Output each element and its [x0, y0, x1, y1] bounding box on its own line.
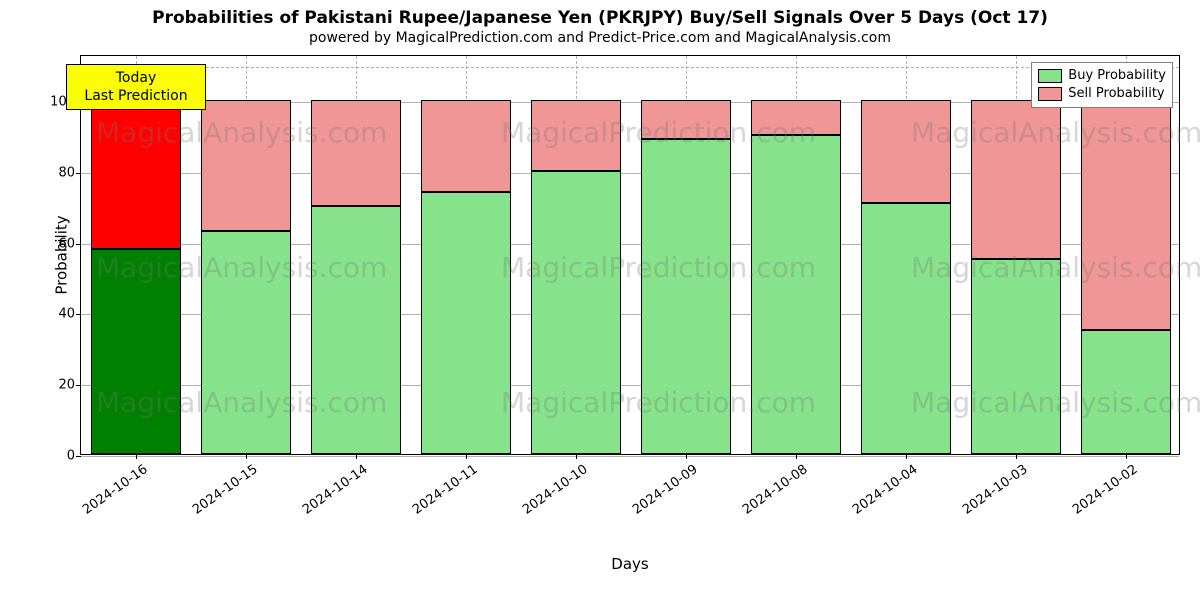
ytick-mark	[76, 385, 81, 386]
bar-buy	[1081, 330, 1171, 454]
legend-label: Sell Probability	[1068, 85, 1164, 103]
bar-sell	[641, 100, 731, 139]
bar-group	[971, 100, 1061, 454]
xtick-label: 2024-10-16	[80, 462, 151, 518]
legend-item: Buy Probability	[1038, 67, 1166, 85]
ytick-mark	[76, 173, 81, 174]
bar-group	[641, 100, 731, 454]
legend: Buy ProbabilitySell Probability	[1031, 62, 1173, 108]
xtick-mark	[1016, 454, 1017, 459]
xtick-mark	[906, 454, 907, 459]
plot-area: 0204060801002024-10-162024-10-152024-10-…	[80, 55, 1180, 455]
bar-group	[751, 100, 841, 454]
xtick-label: 2024-10-04	[850, 462, 921, 518]
xtick-label: 2024-10-08	[740, 462, 811, 518]
bar-group	[201, 100, 291, 454]
xtick-label: 2024-10-10	[520, 462, 591, 518]
ytick-label: 80	[58, 165, 75, 180]
bar-buy	[751, 135, 841, 454]
bar-buy	[421, 192, 511, 454]
ytick-label: 20	[58, 378, 75, 393]
x-axis-label: Days	[80, 555, 1180, 573]
bar-sell	[421, 100, 511, 192]
bar-sell	[1081, 100, 1171, 330]
legend-swatch	[1038, 69, 1062, 83]
chart-subtitle: powered by MagicalPrediction.com and Pre…	[0, 30, 1200, 46]
xtick-label: 2024-10-15	[190, 462, 261, 518]
chart-figure: Probabilities of Pakistani Rupee/Japanes…	[0, 0, 1200, 600]
ytick-mark	[76, 244, 81, 245]
xtick-mark	[686, 454, 687, 459]
xtick-mark	[576, 454, 577, 459]
xtick-label: 2024-10-11	[410, 462, 481, 518]
bar-buy	[201, 231, 291, 454]
bar-sell	[201, 100, 291, 231]
xtick-mark	[136, 454, 137, 459]
y-axis-label: Probability	[53, 215, 71, 294]
bar-buy	[861, 203, 951, 454]
xtick-label: 2024-10-14	[300, 462, 371, 518]
bar-sell	[91, 100, 181, 249]
bar-buy	[531, 171, 621, 454]
xtick-mark	[356, 454, 357, 459]
legend-item: Sell Probability	[1038, 85, 1166, 103]
bar-buy	[641, 139, 731, 454]
bar-group	[91, 100, 181, 454]
xtick-label: 2024-10-03	[960, 462, 1031, 518]
today-note-line1: Today	[77, 69, 195, 87]
bar-sell	[861, 100, 951, 203]
bar-sell	[531, 100, 621, 171]
xtick-mark	[466, 454, 467, 459]
bar-group	[531, 100, 621, 454]
today-note-line2: Last Prediction	[77, 87, 195, 105]
legend-label: Buy Probability	[1068, 67, 1166, 85]
bar-sell	[751, 100, 841, 135]
bar-group	[421, 100, 511, 454]
xtick-mark	[246, 454, 247, 459]
ytick-label: 40	[58, 307, 75, 322]
ytick-mark	[76, 456, 81, 457]
ytick-mark	[76, 314, 81, 315]
ytick-label: 0	[67, 449, 75, 464]
bar-buy	[91, 249, 181, 454]
bar-group	[861, 100, 951, 454]
xtick-label: 2024-10-09	[630, 462, 701, 518]
bar-group	[311, 100, 401, 454]
bar-buy	[971, 259, 1061, 454]
xtick-mark	[1126, 454, 1127, 459]
xtick-mark	[796, 454, 797, 459]
xtick-label: 2024-10-02	[1070, 462, 1141, 518]
chart-title: Probabilities of Pakistani Rupee/Japanes…	[0, 8, 1200, 28]
bar-group	[1081, 100, 1171, 454]
bar-sell	[971, 100, 1061, 259]
ytick-label: 60	[58, 236, 75, 251]
today-note: TodayLast Prediction	[66, 64, 206, 110]
legend-swatch	[1038, 87, 1062, 101]
bar-buy	[311, 206, 401, 454]
bar-sell	[311, 100, 401, 206]
